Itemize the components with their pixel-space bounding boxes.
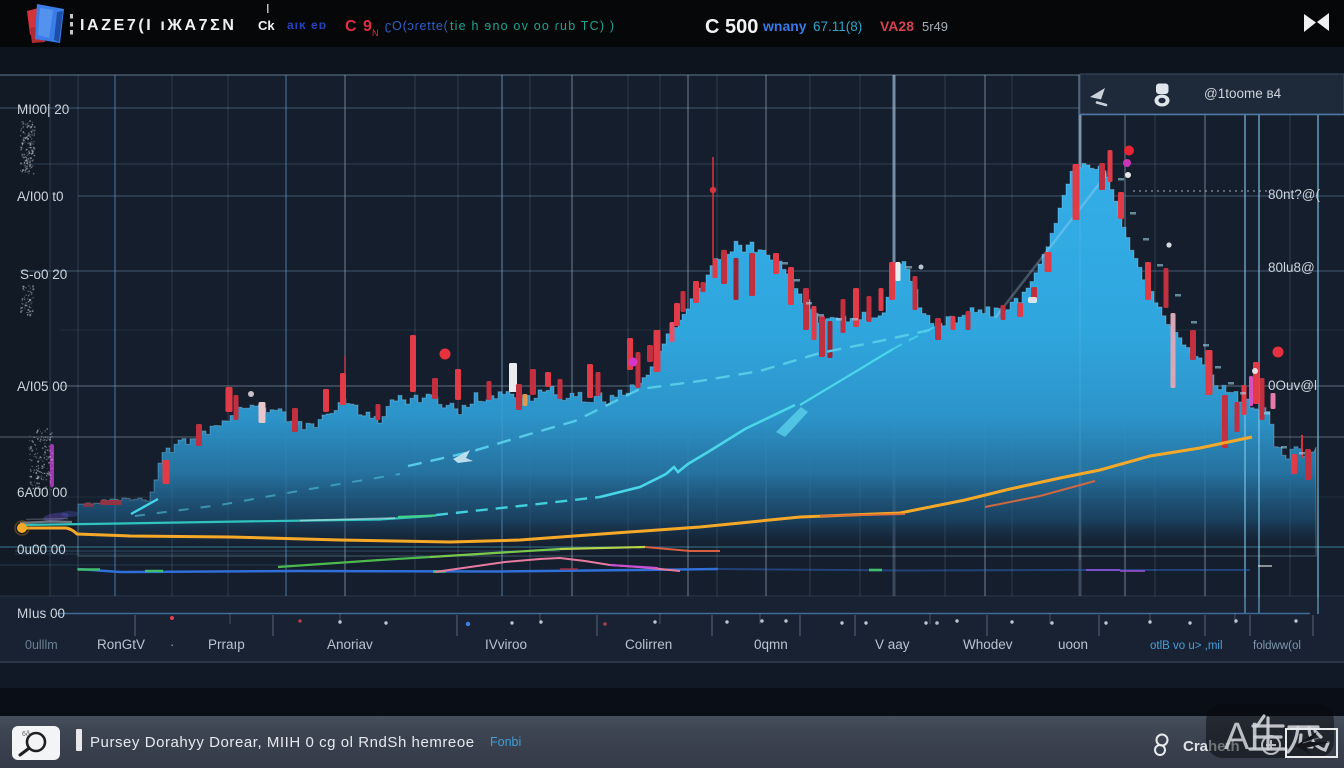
svg-text:80lu8@: 80lu8@ — [1268, 260, 1315, 275]
svg-text:6A00 00: 6A00 00 — [17, 485, 67, 500]
svg-text:Ck: Ck — [258, 18, 275, 33]
svg-text:MI00| 20: MI00| 20 — [17, 102, 69, 117]
svg-text:otlB vo u> ,mil: otlB vo u> ,mil — [1150, 640, 1223, 652]
svg-text:IVviroo: IVviroo — [485, 637, 527, 652]
svg-text:uoon: uoon — [1058, 637, 1088, 652]
svg-text:N: N — [372, 28, 379, 38]
svg-text:Colirren: Colirren — [625, 637, 672, 652]
svg-text:0qmn: 0qmn — [754, 637, 788, 652]
svg-text:tie h ɘno ov oo ɾub TC) ): tie h ɘno ov oo ɾub TC) ) — [450, 19, 615, 33]
svg-text:5r49: 5r49 — [922, 19, 948, 34]
svg-text:A/I05 00: A/I05 00 — [17, 379, 67, 394]
svg-text:Fonbi: Fonbi — [490, 735, 521, 749]
svg-text:S-o0 20: S-o0 20 — [20, 267, 67, 282]
svg-text:67.11(8): 67.11(8) — [813, 19, 862, 34]
svg-text:IAZE7(I ıЖA7ΣN: IAZE7(I ıЖA7ΣN — [80, 17, 236, 34]
svg-text:@1toome ʙ4: @1toome ʙ4 — [1204, 86, 1282, 101]
svg-text:A/I00 t0: A/I00 t0 — [17, 189, 64, 204]
svg-text:6ð: 6ð — [22, 730, 30, 738]
svg-text:aıĸ eɒ: aıĸ eɒ — [287, 18, 327, 32]
svg-text:C 9: C 9 — [345, 18, 373, 35]
svg-text:MIus 00: MIus 00 — [17, 606, 65, 621]
svg-text:Prraıp: Prraıp — [208, 637, 245, 652]
svg-text:0u00 00: 0u00 00 — [17, 542, 66, 557]
svg-text:wnany: wnany — [762, 18, 807, 34]
svg-text:V aay: V aay — [875, 637, 910, 652]
svg-text:Whodev: Whodev — [963, 637, 1013, 652]
svg-text:Pursey Dorahyy Dorear, MIIH 0: Pursey Dorahyy Dorear, MIIH 0 cg ol RndS… — [90, 734, 475, 751]
svg-text:foldww(ol: foldww(ol — [1253, 640, 1301, 652]
svg-text:0ulllm: 0ulllm — [25, 638, 58, 652]
svg-text:ʗO(ɔɾette(: ʗO(ɔɾette( — [385, 19, 449, 33]
svg-text:RonGtV: RonGtV — [97, 637, 145, 652]
svg-text:·: · — [170, 637, 174, 652]
svg-text:0Ouv@l: 0Ouv@l — [1268, 378, 1317, 393]
svg-text:Anoriav: Anoriav — [327, 637, 373, 652]
svg-text:C 500: C 500 — [705, 16, 758, 38]
svg-text:80nt?@(: 80nt?@( — [1268, 187, 1320, 202]
svg-text:VA28: VA28 — [880, 18, 914, 34]
